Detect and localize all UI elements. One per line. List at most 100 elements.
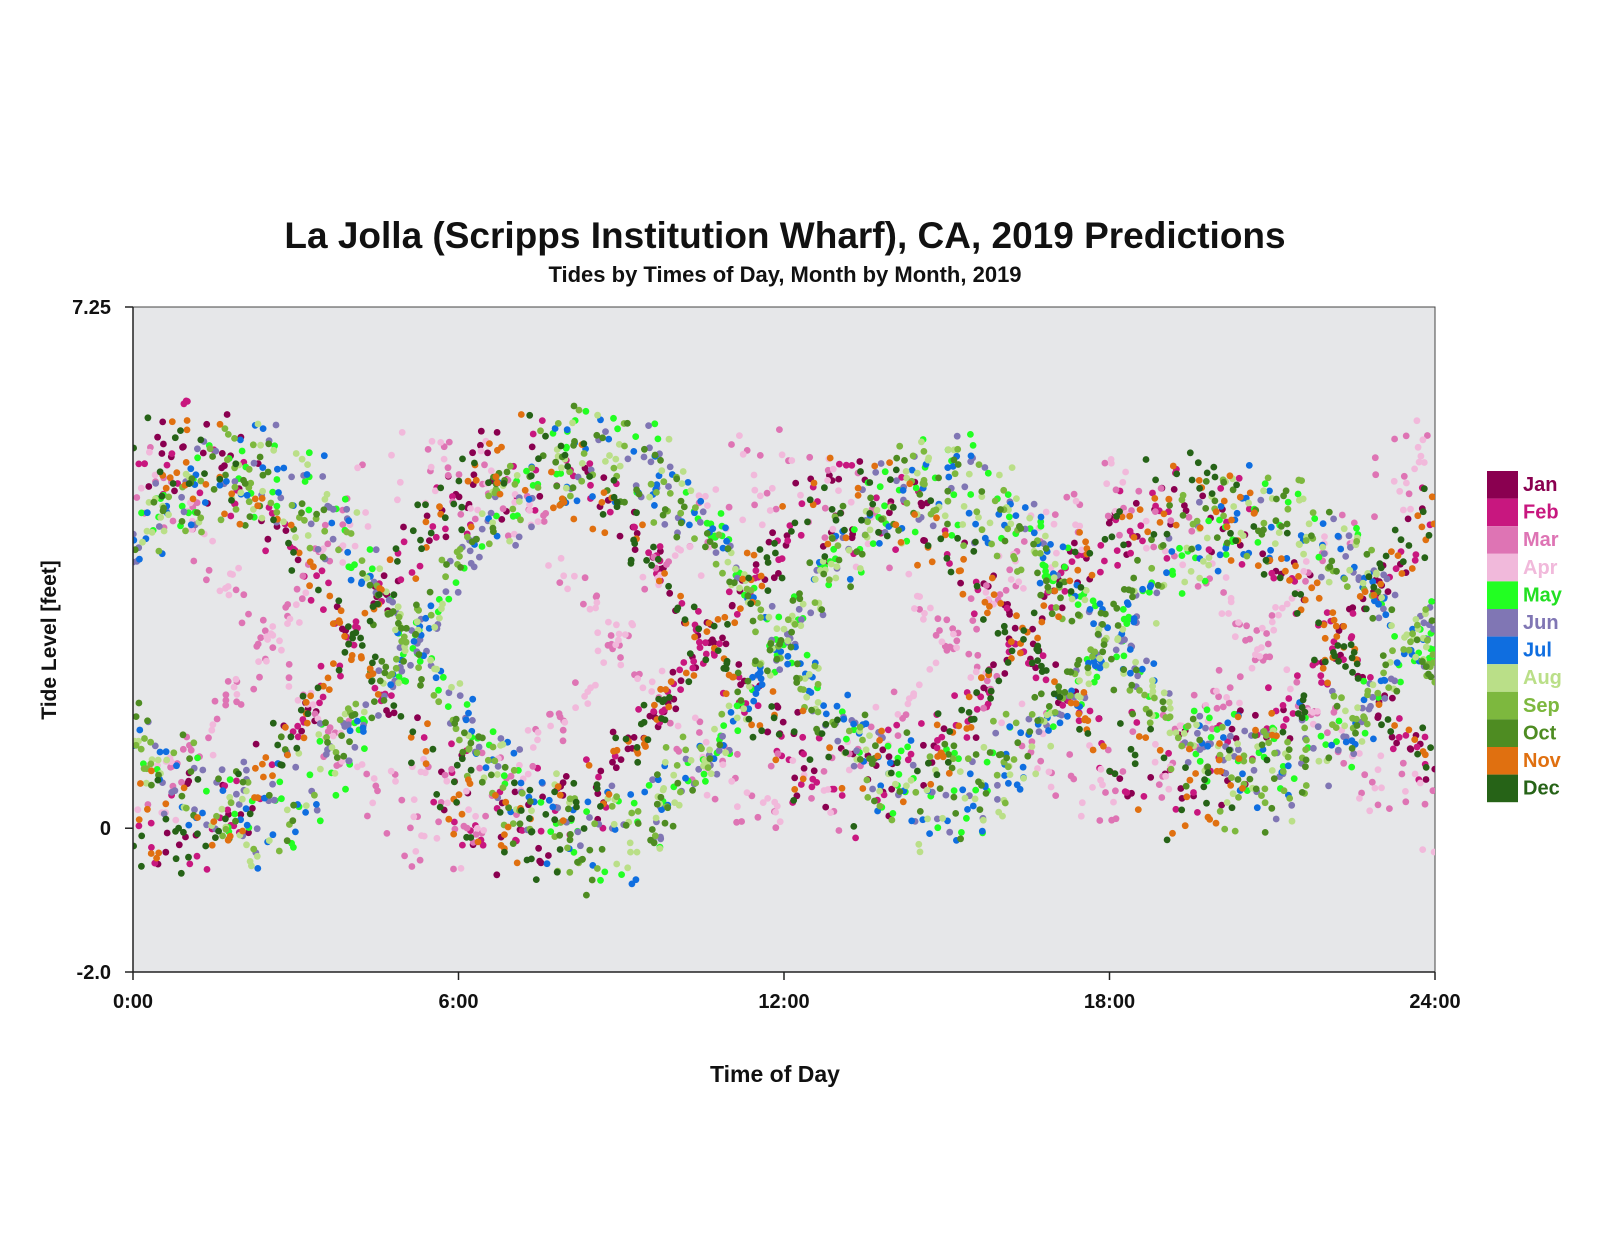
data-point <box>706 746 713 754</box>
data-point <box>1384 716 1392 723</box>
data-point <box>645 549 652 557</box>
data-point <box>674 779 682 787</box>
data-point <box>180 443 187 451</box>
data-point <box>616 462 624 470</box>
data-point <box>173 762 180 770</box>
data-point <box>775 731 783 738</box>
data-point <box>1208 490 1216 497</box>
data-point <box>1258 792 1265 799</box>
data-point <box>554 420 562 427</box>
data-point <box>1313 579 1321 587</box>
data-point <box>328 744 336 751</box>
data-point <box>294 733 302 741</box>
data-point <box>354 717 361 725</box>
data-point <box>944 464 952 471</box>
data-point <box>1213 767 1221 775</box>
data-point <box>147 760 155 768</box>
data-point <box>295 750 303 757</box>
data-point <box>427 611 435 619</box>
data-point <box>571 572 578 580</box>
data-point <box>677 686 684 693</box>
data-point <box>776 818 784 826</box>
data-point <box>141 460 149 468</box>
data-point <box>1032 549 1039 557</box>
data-point <box>926 666 934 673</box>
data-point <box>1067 772 1075 780</box>
data-point <box>1352 729 1359 737</box>
data-point <box>1279 702 1287 709</box>
data-point <box>1011 624 1019 632</box>
data-point <box>795 605 803 613</box>
data-point <box>230 683 238 691</box>
data-point <box>496 809 504 816</box>
data-point <box>950 787 958 794</box>
data-point <box>1006 610 1013 618</box>
data-point <box>779 503 786 510</box>
data-point <box>630 536 637 544</box>
data-point <box>199 766 207 774</box>
data-point <box>845 766 853 774</box>
data-point <box>390 702 398 709</box>
data-point <box>553 482 561 490</box>
data-point <box>696 718 704 726</box>
data-point <box>566 468 573 476</box>
data-point <box>303 719 311 727</box>
data-point <box>329 620 337 627</box>
data-point <box>1267 523 1275 531</box>
data-point <box>1006 566 1014 574</box>
data-point <box>920 741 927 749</box>
data-point <box>1231 633 1239 641</box>
data-point <box>1311 515 1319 522</box>
data-point <box>725 588 733 596</box>
data-point <box>387 681 395 689</box>
data-point <box>320 606 327 613</box>
data-point <box>986 749 994 756</box>
data-point <box>459 455 466 463</box>
data-point <box>1127 745 1135 753</box>
data-point <box>501 848 508 856</box>
data-point <box>630 448 638 455</box>
data-point <box>848 462 856 469</box>
data-point <box>232 675 240 683</box>
data-point <box>845 727 853 735</box>
data-point <box>647 458 655 466</box>
data-point <box>1113 547 1121 554</box>
data-point <box>967 716 975 723</box>
data-point <box>1131 751 1139 759</box>
data-point <box>1409 630 1416 638</box>
data-point <box>866 755 873 762</box>
data-point <box>359 461 366 469</box>
data-point <box>661 696 668 704</box>
data-point <box>946 728 954 735</box>
data-point <box>606 508 614 516</box>
data-point <box>723 659 731 667</box>
data-point <box>1343 583 1351 590</box>
data-point <box>954 534 961 542</box>
data-point <box>299 572 307 580</box>
data-point <box>442 525 449 533</box>
data-point <box>982 589 990 596</box>
data-point <box>973 706 981 713</box>
data-point <box>445 815 453 823</box>
data-point <box>269 780 276 788</box>
series-aug-points <box>133 411 1430 872</box>
data-point <box>1302 577 1309 585</box>
data-point <box>466 547 474 555</box>
data-point <box>482 812 489 820</box>
data-point <box>231 435 238 442</box>
data-point <box>414 714 421 722</box>
data-point <box>1217 485 1225 492</box>
data-point <box>394 558 401 565</box>
data-point <box>1028 743 1036 750</box>
data-point <box>322 719 329 727</box>
data-point <box>1378 594 1385 601</box>
data-point <box>1047 783 1055 791</box>
data-point <box>1137 522 1145 530</box>
data-point <box>363 574 371 582</box>
data-point <box>1245 505 1253 513</box>
data-point <box>936 785 944 792</box>
data-point <box>657 685 664 693</box>
data-point <box>226 570 234 578</box>
data-point <box>313 806 321 814</box>
data-point <box>766 507 774 514</box>
